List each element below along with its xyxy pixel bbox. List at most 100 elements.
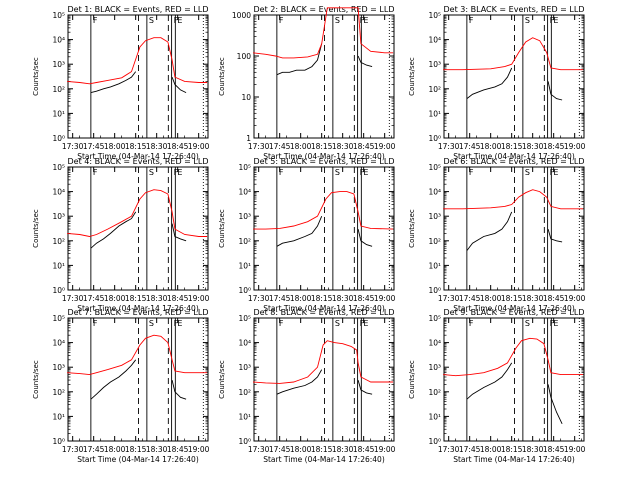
event-marker-label: S — [525, 168, 530, 177]
plot-frame — [443, 14, 585, 139]
y-tick-label: 10³ — [428, 212, 441, 221]
x-tick-label: 18:15 — [501, 294, 523, 303]
event-marker-label: S — [149, 168, 154, 177]
y-axis-label: Counts/sec — [408, 360, 416, 399]
y-tick-label: 10⁴ — [238, 339, 251, 348]
x-tick-label: 18:00 — [290, 294, 312, 303]
x-tick-label: 19:00 — [188, 142, 210, 151]
lld-series-line — [443, 189, 584, 210]
event-marker-label: S — [335, 16, 340, 25]
x-tick-label: 18:30 — [522, 142, 544, 151]
event-marker-label: E — [363, 16, 368, 25]
panel-title: Det 2: BLACK = Events, RED = LLD — [254, 5, 395, 14]
lld-series-line — [67, 334, 208, 376]
y-tick-label: 10⁵ — [52, 314, 65, 323]
event-marker-label: E — [177, 319, 182, 328]
y-tick-label: 10² — [428, 237, 441, 246]
y-tick-label: 10² — [52, 388, 65, 397]
x-tick-label: 18:00 — [104, 445, 126, 454]
events-series-line — [547, 81, 563, 101]
y-tick-label: 10² — [52, 85, 65, 94]
y-tick-label: 10⁵ — [52, 11, 65, 20]
x-tick-label: 18:00 — [290, 445, 312, 454]
x-tick-label: 18:45 — [353, 294, 375, 303]
y-tick-label: 10⁰ — [238, 286, 251, 295]
y-tick-label: 10⁴ — [428, 339, 441, 348]
x-tick-label: 19:00 — [374, 294, 396, 303]
x-tick-label: 17:30 — [62, 142, 84, 151]
x-axis-label: Start Time (04-Mar-14 17:26:40) — [263, 152, 385, 161]
x-tick-label: 18:15 — [311, 142, 333, 151]
event-marker-label: S — [335, 168, 340, 177]
panel-title: Det 7: BLACK = Events, RED = LLD — [68, 308, 209, 317]
y-tick-label: 10¹ — [52, 261, 65, 270]
event-marker-label: F — [469, 16, 474, 25]
plot-frame — [67, 317, 209, 442]
y-tick-label: 1 — [246, 134, 251, 143]
y-tick-label: 10⁴ — [52, 36, 65, 45]
x-tick-label: 17:30 — [62, 294, 84, 303]
y-tick-label: 10³ — [52, 363, 65, 372]
y-tick-label: 10⁰ — [428, 134, 441, 143]
plot-frame — [67, 166, 209, 291]
x-tick-label: 19:00 — [564, 445, 586, 454]
panel-title: Det 5: BLACK = Events, RED = LLD — [254, 157, 395, 166]
x-tick-label: 18:15 — [311, 294, 333, 303]
x-tick-label: 19:00 — [374, 445, 396, 454]
event-marker-label: F — [174, 319, 179, 328]
x-tick-label: 17:30 — [438, 294, 460, 303]
x-tick-label: 18:30 — [332, 445, 354, 454]
y-tick-label: 10³ — [238, 363, 251, 372]
event-marker-label: F — [279, 319, 284, 328]
events-series-line — [357, 379, 373, 395]
y-tick-label: 10⁰ — [428, 286, 441, 295]
y-tick-label: 10⁵ — [428, 163, 441, 172]
event-marker-label: E — [363, 168, 368, 177]
x-tick-label: 18:45 — [353, 142, 375, 151]
x-tick-label: 18:00 — [104, 142, 126, 151]
y-tick-label: 10¹ — [428, 412, 441, 421]
events-series-line — [547, 228, 563, 243]
x-tick-label: 18:45 — [543, 294, 565, 303]
event-marker-label: E — [553, 16, 558, 25]
y-tick-label: 10⁵ — [428, 11, 441, 20]
event-marker-label: S — [149, 319, 154, 328]
lld-series-line — [253, 340, 394, 384]
y-axis-label: Counts/sec — [32, 360, 40, 399]
events-series-line — [171, 223, 187, 242]
x-axis-label: Start Time (04-Mar-14 17:26:40) — [77, 152, 199, 161]
x-tick-label: 18:30 — [522, 445, 544, 454]
y-axis-label: Counts/sec — [218, 209, 226, 248]
x-tick-label: 18:00 — [480, 294, 502, 303]
x-tick-label: 18:30 — [332, 294, 354, 303]
plot-frame — [253, 14, 395, 139]
y-tick-label: 10⁴ — [52, 188, 65, 197]
event-marker-label: E — [363, 319, 368, 328]
x-tick-label: 19:00 — [564, 294, 586, 303]
plot-frame — [443, 317, 585, 442]
x-axis-label: Start Time (04-Mar-14 17:26:40) — [77, 455, 199, 464]
panel-title: Det 3: BLACK = Events, RED = LLD — [444, 5, 585, 14]
y-tick-label: 10⁰ — [238, 437, 251, 446]
event-marker-label: F — [550, 16, 555, 25]
x-tick-label: 18:45 — [167, 294, 189, 303]
x-tick-label: 18:30 — [522, 294, 544, 303]
y-tick-label: 10⁴ — [428, 188, 441, 197]
panel-title: Det 8: BLACK = Events, RED = LLD — [254, 308, 395, 317]
lld-series-line — [67, 189, 208, 237]
event-marker-label: F — [360, 168, 365, 177]
plot-frame — [67, 14, 209, 139]
events-series-line — [276, 369, 323, 395]
event-marker-label: E — [177, 16, 182, 25]
event-marker-label: F — [279, 168, 284, 177]
x-tick-label: 17:45 — [83, 294, 105, 303]
event-marker-label: F — [279, 16, 284, 25]
x-tick-label: 17:45 — [459, 142, 481, 151]
x-tick-label: 18:00 — [104, 294, 126, 303]
x-tick-label: 18:45 — [167, 445, 189, 454]
plot-frame — [443, 166, 585, 291]
